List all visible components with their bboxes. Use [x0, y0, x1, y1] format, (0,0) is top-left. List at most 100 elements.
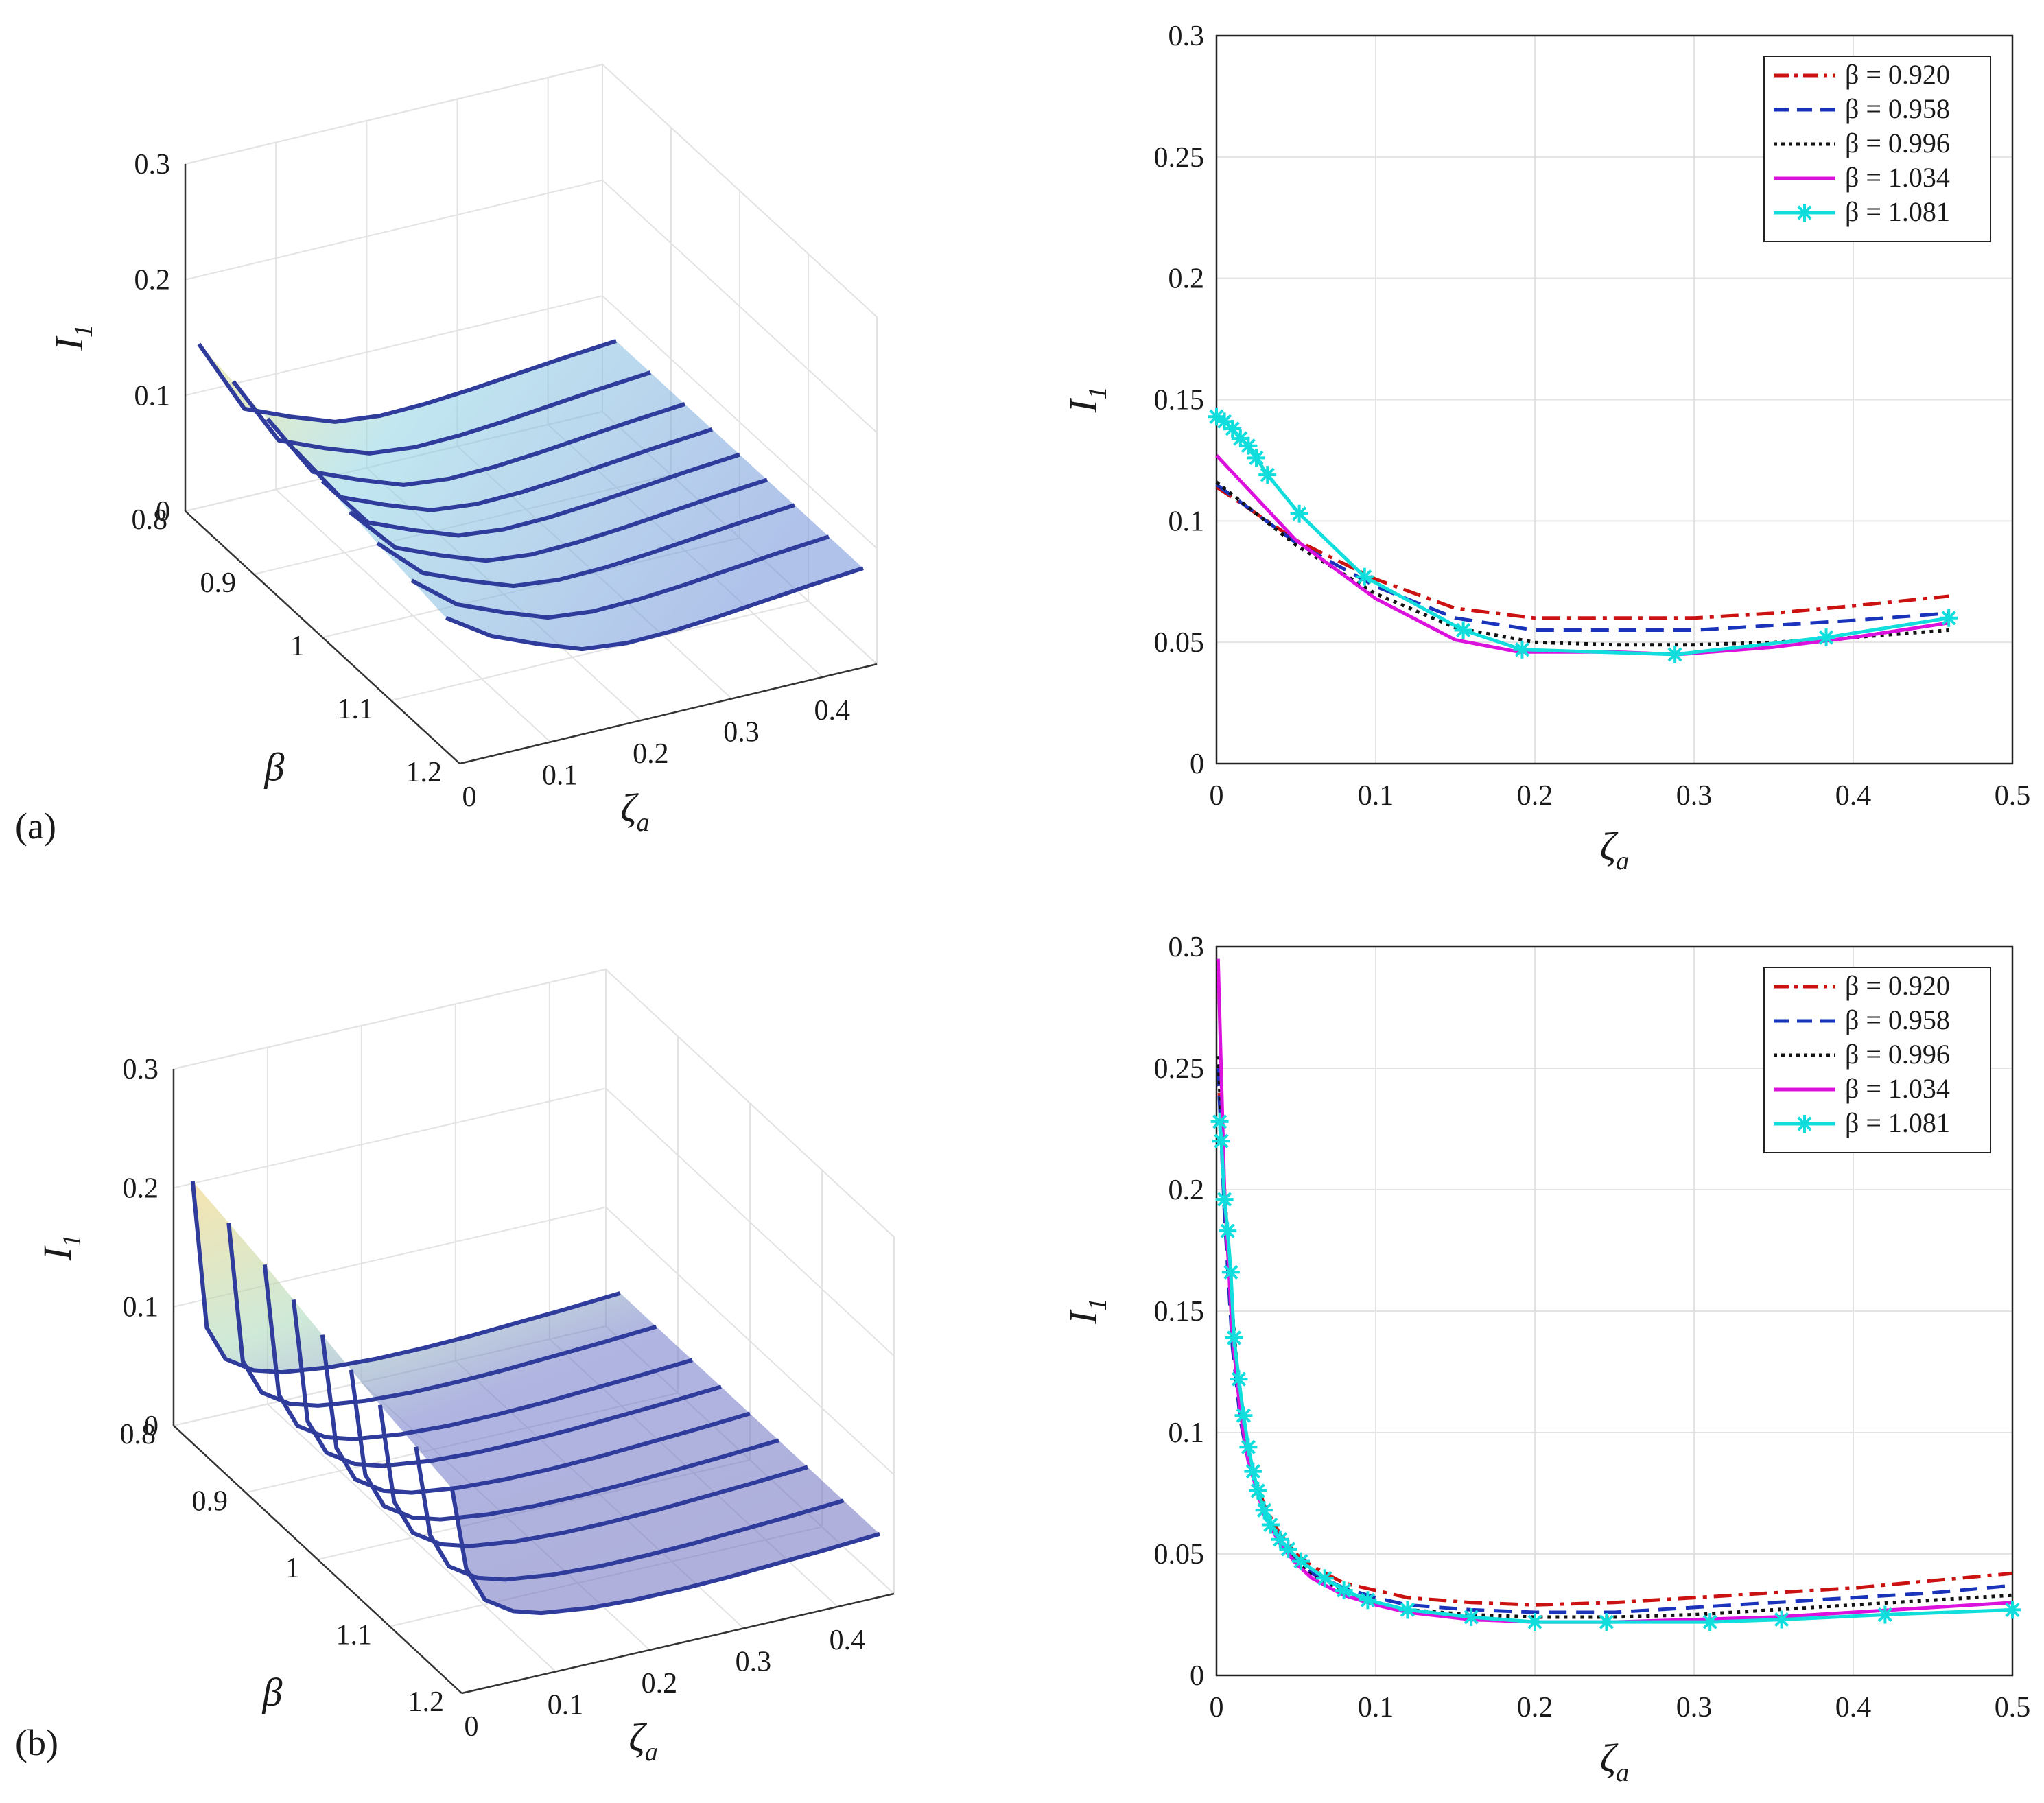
series-marker — [1335, 1581, 1353, 1600]
y-axis-line — [173, 1425, 462, 1694]
star-stroke — [1260, 467, 1275, 482]
x-axis-label-text: ζa — [1600, 1736, 1629, 1787]
series-marker — [1212, 1132, 1230, 1151]
legend-label-3: β = 1.034 — [1845, 162, 1950, 193]
grid-z-wall — [185, 295, 603, 397]
series-marker — [1247, 449, 1265, 467]
surface-curve-2 — [266, 402, 685, 487]
surface-curve-7 — [414, 1446, 845, 1582]
y-axis-label: β — [262, 1670, 283, 1714]
series-marker — [1462, 1608, 1481, 1627]
x-tick-label: 0.4 — [1835, 1692, 1872, 1723]
star-stroke — [1292, 506, 1307, 521]
series-marker — [1230, 1370, 1248, 1389]
star-stroke — [1212, 1114, 1227, 1129]
star-stroke — [1280, 1542, 1296, 1557]
star-stroke — [1263, 1517, 1278, 1533]
x-tick-label: 0.3 — [1676, 1692, 1713, 1723]
z-tick-label: 0.3 — [123, 1054, 159, 1085]
grid-z-side — [602, 179, 878, 434]
legend-label-3: β = 1.034 — [1845, 1073, 1950, 1104]
star-stroke — [1223, 1264, 1238, 1280]
star-stroke — [1249, 450, 1264, 465]
grid-z-side — [602, 64, 878, 318]
star-stroke — [1209, 409, 1224, 424]
star-stroke — [1455, 622, 1471, 638]
series-marker — [1279, 1540, 1297, 1558]
grid-z-side — [605, 1087, 895, 1357]
legend-label-2: β = 0.996 — [1845, 128, 1950, 158]
y-axis-label-sub: 1 — [1083, 1298, 1112, 1311]
x-tick-label: 0.2 — [633, 738, 669, 770]
y-tick-label: 0.8 — [120, 1419, 156, 1450]
legend-label-1: β = 0.958 — [1845, 93, 1950, 124]
y-axis-label: I1 — [1061, 1298, 1112, 1325]
series-line-3 — [1215, 454, 1949, 657]
y-tick-label: 0.2 — [1168, 263, 1205, 295]
series-marker — [1244, 1462, 1262, 1481]
star-stroke — [1241, 438, 1256, 453]
series-marker — [1526, 1613, 1544, 1631]
star-stroke — [1293, 1554, 1308, 1569]
surface-curve-3 — [291, 1299, 722, 1468]
z-tick-label: 0.1 — [123, 1292, 159, 1323]
y-tick-label: 0.15 — [1154, 385, 1205, 416]
series-marker — [1215, 1190, 1234, 1209]
surface-curve-6 — [377, 1404, 808, 1548]
series-marker — [1290, 504, 1308, 523]
y-tick-label: 1.2 — [408, 1686, 445, 1718]
star-stroke — [1226, 1330, 1242, 1345]
x-tick-label: 0.2 — [642, 1668, 678, 1699]
y-tick-label: 0.9 — [192, 1486, 228, 1518]
x-tick-label: 0 — [1210, 780, 1224, 812]
series-line-4 — [1218, 1121, 2013, 1624]
x-axis-label-text: ζa — [1600, 824, 1629, 875]
x-axis-line — [459, 663, 878, 765]
surface-curve-4 — [320, 1334, 751, 1495]
y-tick-label: 0.1 — [1168, 506, 1205, 537]
grid-z-wall — [173, 1087, 607, 1189]
star-stroke — [1599, 1614, 1614, 1629]
series-line-0 — [1215, 485, 1949, 620]
y-tick-label: 0 — [1190, 1660, 1204, 1692]
star-stroke — [1233, 431, 1248, 446]
z-axis-label-text: I1 — [35, 1234, 86, 1261]
series-marker — [1817, 628, 1835, 647]
x-axis-label: ζa — [1600, 1736, 1629, 1787]
series-marker — [1219, 1222, 1237, 1240]
surface-curve-8 — [449, 1488, 880, 1616]
z-tick-label: 0 — [144, 1411, 158, 1442]
z-axis-label: I1 — [35, 1234, 86, 1261]
y-tick-label: 1.1 — [338, 694, 374, 725]
x-tick-label: 0.4 — [1835, 780, 1872, 812]
surface-curve-1 — [226, 1223, 657, 1408]
grid-z-side — [605, 969, 895, 1238]
star-stroke — [1357, 569, 1372, 585]
legend-label-0: β = 0.920 — [1845, 970, 1950, 1001]
series-marker — [1454, 621, 1472, 639]
star-stroke — [1217, 414, 1232, 429]
x-axis-line — [461, 1592, 895, 1695]
x-tick-label: 0.2 — [1517, 780, 1553, 812]
star-stroke — [1360, 1592, 1376, 1607]
y-axis-label: I1 — [1061, 386, 1112, 413]
x-tick-label: 0.5 — [1995, 1692, 2031, 1723]
series-marker — [1398, 1601, 1417, 1619]
legend-label-0: β = 0.920 — [1845, 59, 1950, 90]
star-stroke — [1236, 1408, 1252, 1423]
series-marker — [1701, 1613, 1719, 1631]
series-marker — [1255, 1501, 1273, 1520]
x-tick-label: 0 — [1210, 1692, 1224, 1723]
x-tick-label: 0 — [465, 1711, 479, 1743]
z-axis-label-text: I1 — [47, 325, 98, 351]
y-tick-label: 1.2 — [406, 757, 443, 788]
x-axis-label-text: ζa — [620, 786, 649, 837]
star-stroke — [1941, 611, 1956, 626]
y-tick-label: 0.3 — [1168, 932, 1205, 963]
grid-y-floor — [390, 600, 809, 701]
x-tick-label: 0.5 — [1995, 780, 2031, 812]
star-stroke — [1273, 1532, 1288, 1547]
star-stroke — [1877, 1607, 1893, 1623]
x-tick-label: 0.1 — [1358, 780, 1394, 812]
z-axis-label: I1 — [47, 325, 98, 351]
